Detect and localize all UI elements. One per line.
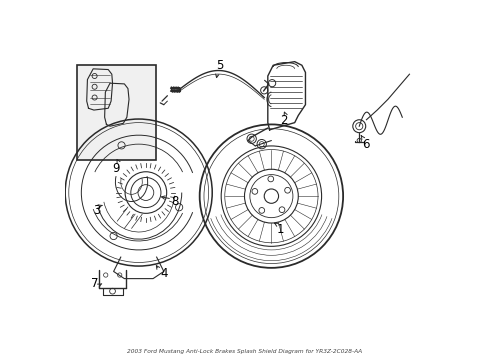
Text: 3: 3 bbox=[93, 204, 100, 217]
Text: 8: 8 bbox=[170, 195, 178, 208]
Text: 5: 5 bbox=[215, 59, 223, 72]
Text: 9: 9 bbox=[113, 162, 120, 175]
Text: 4: 4 bbox=[160, 267, 167, 280]
Text: 6: 6 bbox=[361, 138, 369, 151]
Text: 2: 2 bbox=[280, 114, 287, 127]
Text: 2003 Ford Mustang Anti-Lock Brakes Splash Shield Diagram for YR3Z-2C028-AA: 2003 Ford Mustang Anti-Lock Brakes Splas… bbox=[127, 349, 361, 354]
Text: 7: 7 bbox=[91, 278, 98, 291]
Text: 1: 1 bbox=[276, 223, 284, 236]
Bar bbox=[77, 65, 156, 160]
